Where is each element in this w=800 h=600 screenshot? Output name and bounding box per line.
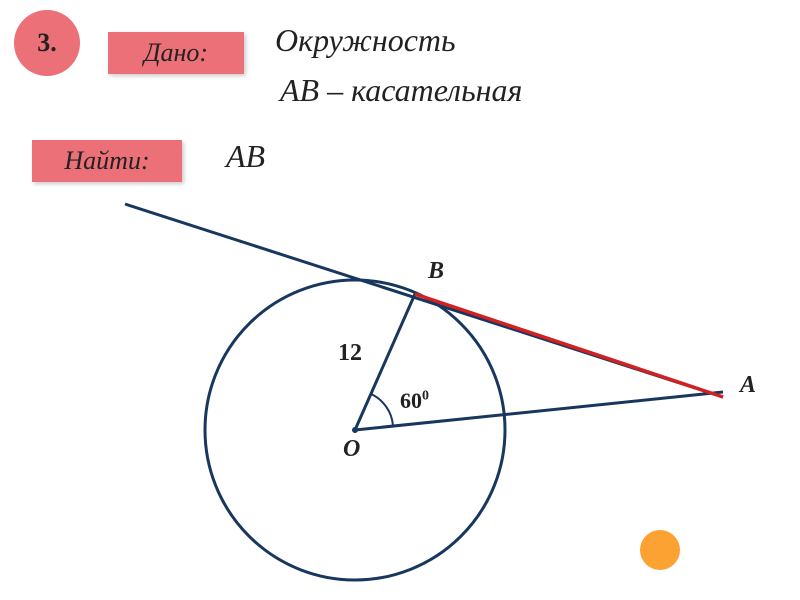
decor-dot-icon xyxy=(640,530,680,570)
segment-AB-highlight xyxy=(415,294,723,397)
radius-value: 12 xyxy=(338,340,362,367)
geometry-figure xyxy=(0,0,800,600)
angle-arc xyxy=(371,394,393,426)
label-B: B xyxy=(428,258,444,285)
angle-deg-symbol: 0 xyxy=(422,389,429,404)
label-A: A xyxy=(740,372,756,399)
center-point xyxy=(352,427,358,433)
angle-label: 600 xyxy=(400,388,429,414)
angle-value: 60 xyxy=(400,388,422,413)
slide-canvas: 3. Дано: Найти: Окружность АВ – касатель… xyxy=(0,0,800,600)
label-O: O xyxy=(343,436,360,463)
